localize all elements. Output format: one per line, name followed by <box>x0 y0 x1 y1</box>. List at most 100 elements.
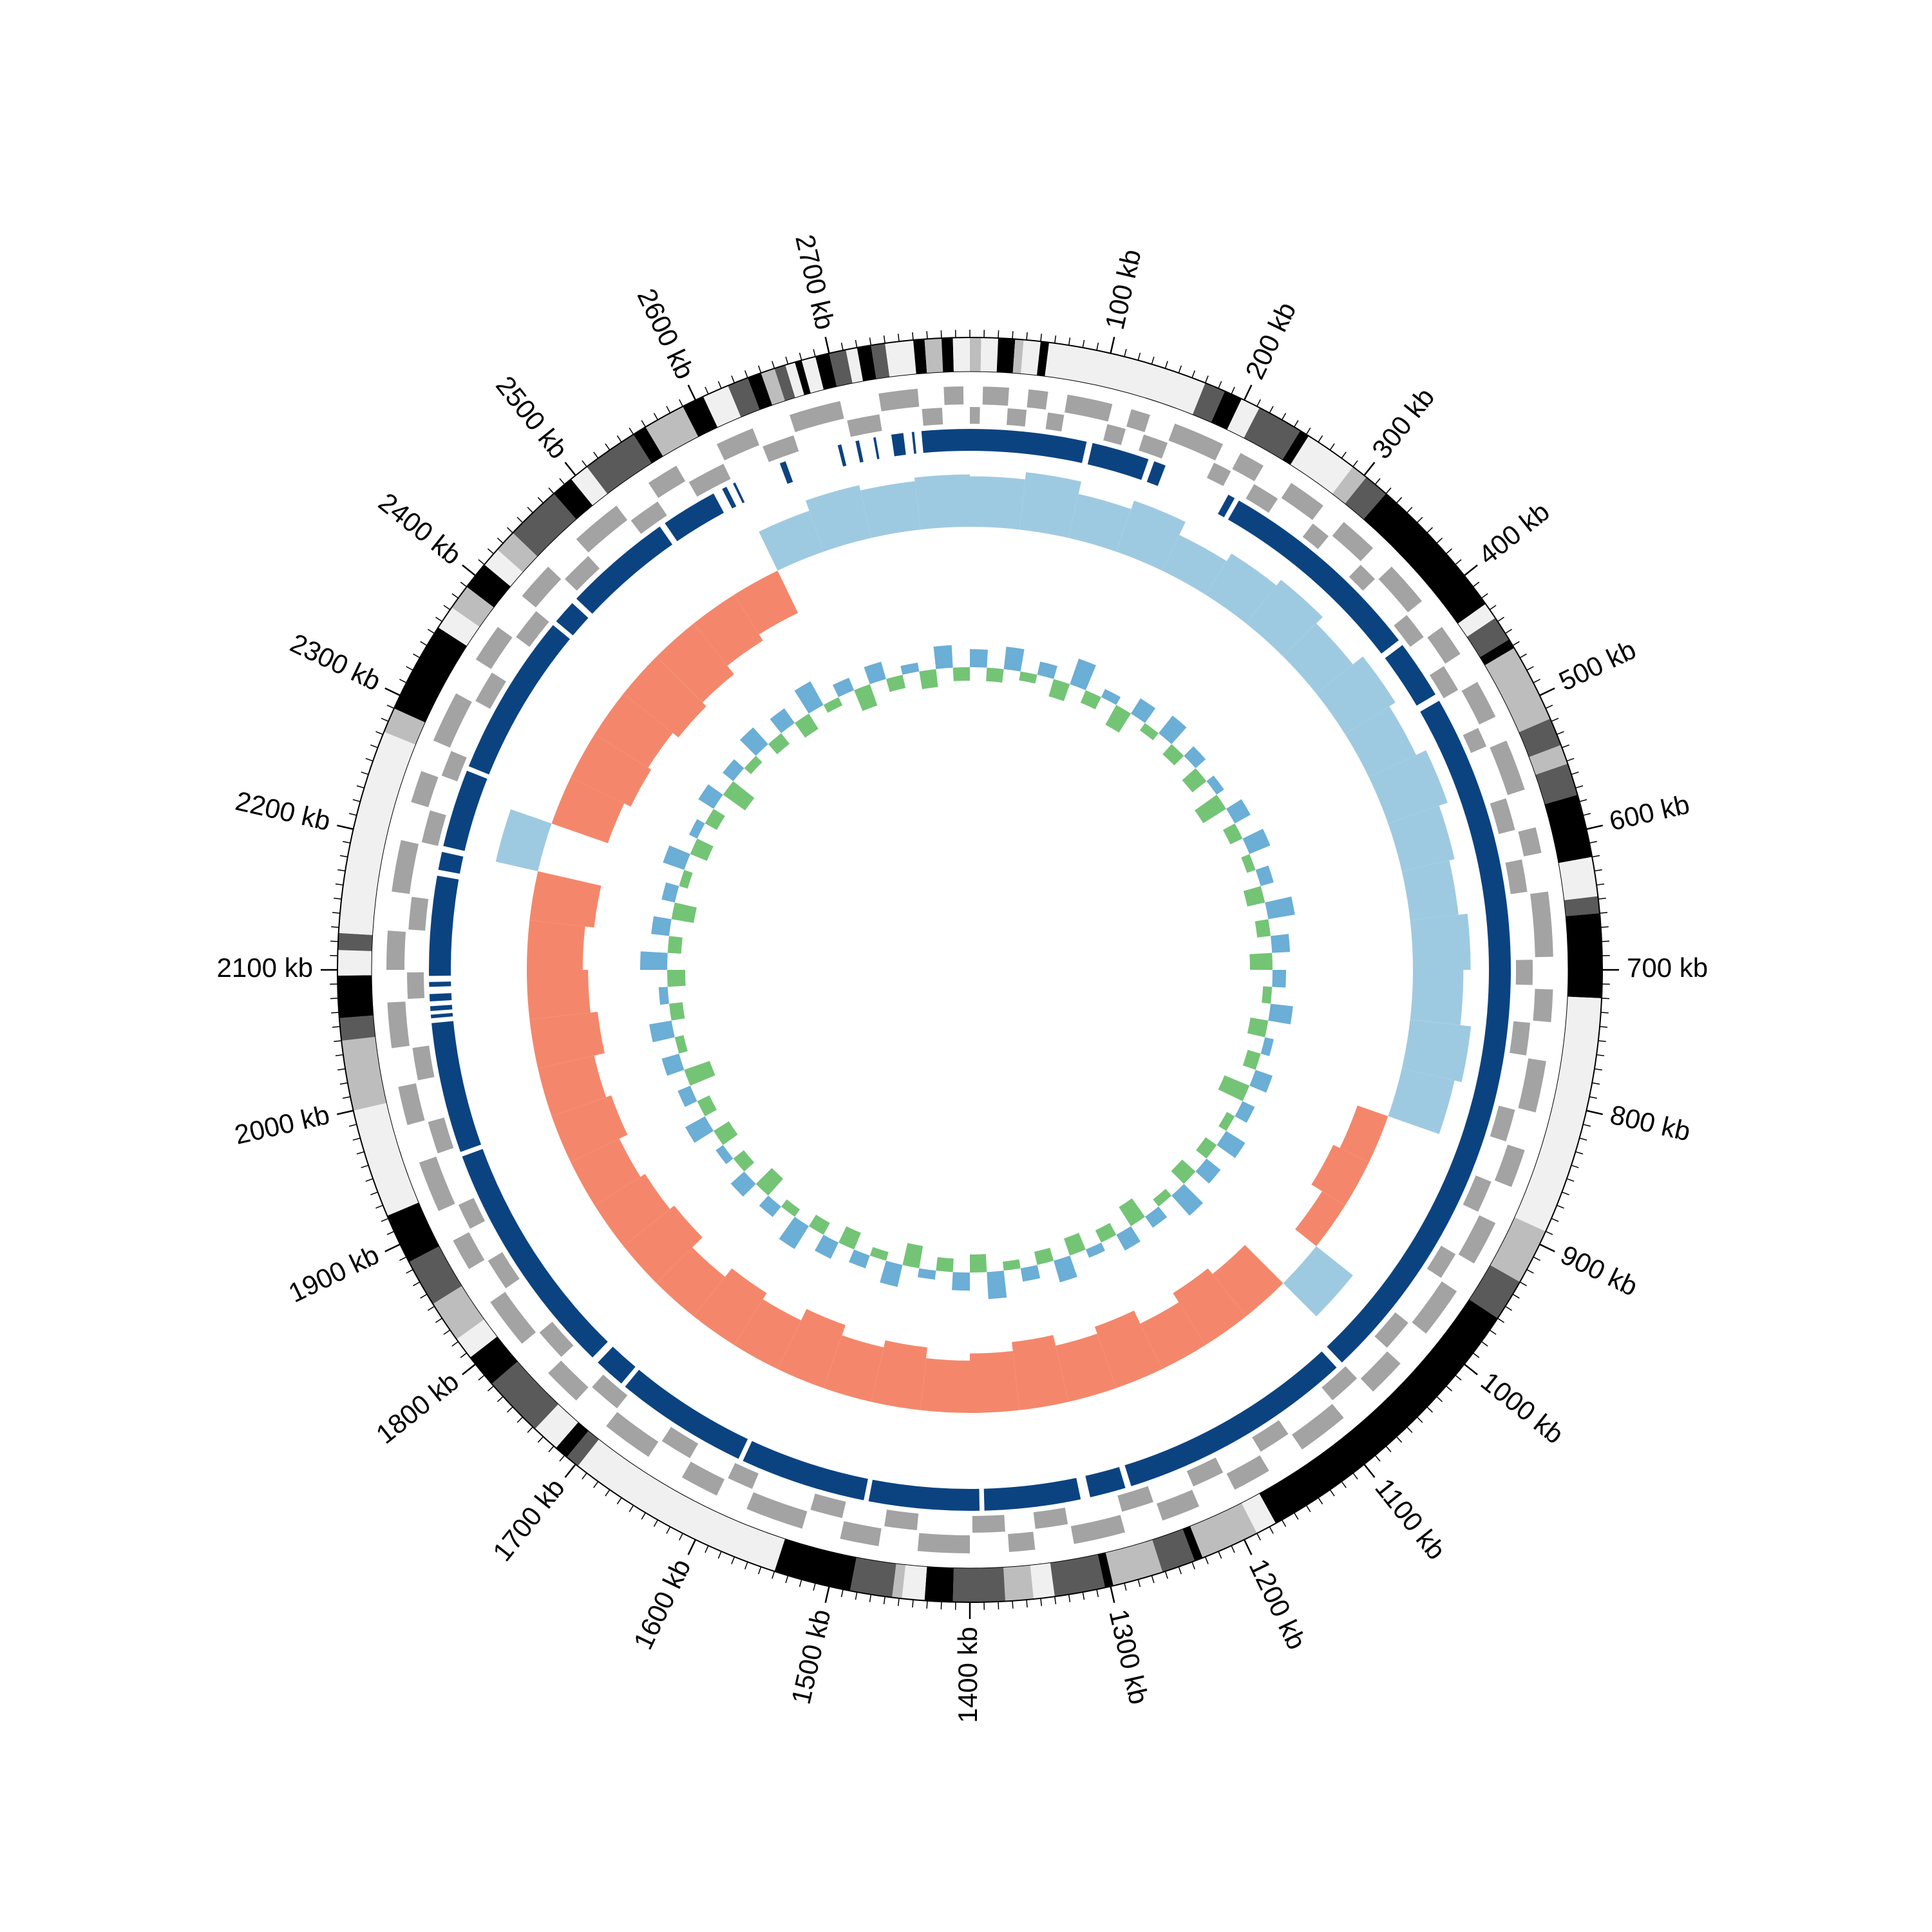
minor-tick <box>330 940 339 942</box>
gc-bin <box>623 1206 703 1283</box>
major-tick <box>462 1363 477 1376</box>
tick-label: 800 kb <box>1607 1099 1693 1147</box>
skew-bin <box>649 1020 675 1043</box>
gene-forward <box>1232 453 1264 482</box>
band <box>535 1404 578 1448</box>
major-tick <box>687 1539 697 1555</box>
minor-tick <box>717 1551 722 1559</box>
gc-bin <box>594 694 673 768</box>
gene-forward <box>522 566 562 608</box>
gene-reverse <box>441 751 467 782</box>
skew-bin <box>697 1095 717 1117</box>
band <box>409 1246 462 1304</box>
minor-tick <box>1455 1374 1462 1381</box>
band <box>885 339 916 377</box>
gene-forward <box>790 401 844 432</box>
skew-bin <box>640 951 668 970</box>
minor-tick <box>641 1512 646 1520</box>
minor-tick <box>605 443 611 451</box>
minor-tick <box>1294 1512 1299 1520</box>
minor-tick <box>1571 772 1579 775</box>
minor-tick <box>1318 435 1323 442</box>
minor-tick <box>516 1416 524 1423</box>
skew-bin <box>770 708 795 734</box>
gene-forward <box>917 1533 970 1553</box>
band <box>1182 1526 1203 1561</box>
minor-tick <box>1256 1533 1261 1541</box>
band <box>1558 857 1598 900</box>
band <box>337 950 372 976</box>
minor-tick <box>883 1596 886 1605</box>
minor-tick <box>1374 478 1381 485</box>
block <box>1085 1466 1126 1497</box>
minor-tick <box>1446 1385 1453 1392</box>
minor-tick <box>1481 593 1488 599</box>
gene-forward <box>716 428 760 460</box>
band <box>1484 648 1551 733</box>
band <box>556 1422 589 1457</box>
skew-bin <box>715 1144 734 1164</box>
minor-tick <box>370 744 378 748</box>
minor-tick <box>1281 413 1287 421</box>
skew-bin <box>1171 1159 1196 1184</box>
band <box>728 377 760 417</box>
gc-bin <box>1245 580 1323 657</box>
gene-forward <box>419 1156 455 1211</box>
gc-bin <box>823 1335 884 1402</box>
minor-tick <box>897 1598 900 1606</box>
skew-bin <box>1206 775 1224 795</box>
skew-bin <box>661 882 679 903</box>
band <box>571 466 608 506</box>
gc-bin <box>656 1247 725 1316</box>
major-tick <box>1110 336 1115 354</box>
skew-bin <box>864 661 886 685</box>
band <box>1241 1493 1276 1533</box>
skew-bin <box>1255 919 1271 938</box>
block <box>430 1012 453 1019</box>
minor-tick <box>1396 1436 1403 1443</box>
skew-bin <box>1262 986 1273 1004</box>
block <box>625 1370 748 1459</box>
minor-tick <box>487 1385 494 1392</box>
minor-tick <box>1601 940 1610 942</box>
skew-bin <box>1101 688 1121 705</box>
band <box>337 975 374 1018</box>
minor-tick <box>653 413 659 421</box>
skew-bin <box>1249 952 1273 970</box>
gc-bin <box>1012 1335 1069 1410</box>
minor-tick <box>497 537 504 544</box>
minor-tick <box>1545 1231 1553 1235</box>
gc-bin <box>734 571 799 635</box>
gene-reverse <box>1463 1175 1492 1212</box>
minor-tick <box>1598 897 1606 900</box>
skew-bin <box>952 1272 970 1291</box>
band <box>924 1566 954 1602</box>
minor-tick <box>1204 1557 1209 1564</box>
minor-tick <box>1566 1178 1575 1182</box>
skew-bin <box>1034 1247 1054 1265</box>
skew-bin <box>1037 661 1057 679</box>
minor-tick <box>1218 381 1222 389</box>
minor-tick <box>1533 679 1541 683</box>
gene-reverse <box>408 896 429 931</box>
minor-tick <box>1068 337 1071 346</box>
band <box>1363 493 1486 624</box>
gene-reverse <box>884 1510 919 1531</box>
minor-tick <box>352 799 361 802</box>
gc-bin <box>871 1340 927 1410</box>
skew-bin <box>677 1085 697 1108</box>
minor-tick <box>1497 1318 1504 1323</box>
minor-tick <box>1352 1472 1358 1480</box>
band <box>747 373 773 410</box>
gene-reverse <box>1245 484 1278 513</box>
gene-reverse <box>564 556 600 591</box>
major-tick <box>1363 1463 1376 1478</box>
skew-bin <box>1003 647 1025 672</box>
minor-tick <box>1489 1329 1497 1335</box>
major-tick <box>824 336 830 354</box>
minor-tick <box>883 335 886 343</box>
gene-reverse <box>1033 1508 1068 1530</box>
minor-tick <box>527 1426 533 1433</box>
minor-tick <box>1012 331 1014 339</box>
minor-tick <box>451 593 459 599</box>
